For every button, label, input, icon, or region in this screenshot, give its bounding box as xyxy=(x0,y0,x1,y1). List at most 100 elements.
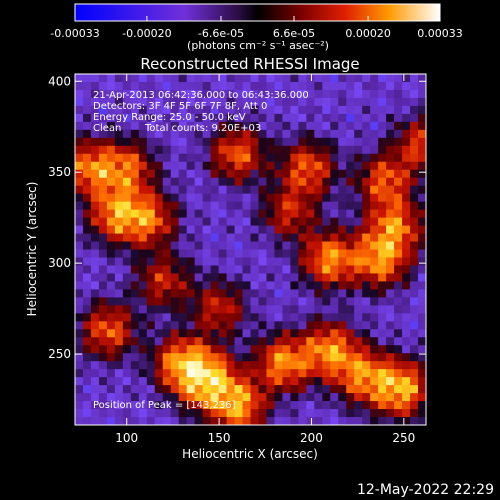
heatmap-cell xyxy=(386,257,395,266)
heatmap-cell xyxy=(346,185,355,195)
heatmap-cell xyxy=(298,345,307,354)
heatmap-cell xyxy=(146,89,156,99)
heatmap-cell xyxy=(362,97,371,107)
heatmap-cell xyxy=(298,81,307,91)
heatmap-cell xyxy=(394,401,403,410)
heatmap-cell xyxy=(402,225,411,234)
heatmap-cell xyxy=(266,273,275,282)
heatmap-cell xyxy=(130,97,140,107)
heatmap-cell xyxy=(122,409,132,418)
heatmap-cell xyxy=(242,313,251,322)
heatmap-cell xyxy=(322,225,331,234)
heatmap-cell xyxy=(114,89,124,99)
heatmap-cell xyxy=(178,289,188,298)
heatmap-cell xyxy=(186,289,196,298)
heatmap-cell xyxy=(146,377,156,386)
heatmap-cell xyxy=(162,201,172,211)
heatmap-cell xyxy=(282,377,291,386)
heatmap-cell xyxy=(402,289,411,298)
heatmap-cell xyxy=(290,393,299,402)
heatmap-cell xyxy=(402,89,411,99)
heatmap-cell xyxy=(234,385,243,394)
colorbar-tick-label: -6.6e-05 xyxy=(198,27,244,40)
heatmap-cell xyxy=(378,257,387,266)
heatmap-cell xyxy=(266,113,275,123)
heatmap-cell xyxy=(338,185,347,195)
heatmap-cell xyxy=(106,81,116,91)
heatmap-cell xyxy=(138,153,148,163)
heatmap-cell xyxy=(250,161,259,171)
heatmap-cell xyxy=(226,209,235,218)
heatmap-cell xyxy=(250,401,259,410)
heatmap-cell xyxy=(266,74,275,83)
heatmap-cell xyxy=(106,369,116,378)
heatmap-cell xyxy=(250,169,259,179)
heatmap-cell xyxy=(394,369,403,378)
heatmap-cell xyxy=(75,74,84,83)
heatmap-cell xyxy=(338,113,347,123)
heatmap-cell xyxy=(258,129,267,139)
heatmap-cell xyxy=(250,201,259,211)
heatmap-cell xyxy=(210,385,219,394)
heatmap-cell xyxy=(98,113,108,123)
heatmap-cell xyxy=(154,209,164,218)
heatmap-cell xyxy=(234,289,243,298)
heatmap-cell xyxy=(290,265,299,274)
heatmap-cell xyxy=(314,377,323,386)
heatmap-cell xyxy=(394,289,403,298)
heatmap-cell xyxy=(354,225,363,234)
heatmap-cell xyxy=(114,385,124,394)
heatmap-cell xyxy=(410,337,419,346)
heatmap-cell xyxy=(298,105,307,115)
heatmap-cell xyxy=(106,337,116,346)
heatmap-cell xyxy=(194,409,204,418)
heatmap-cell xyxy=(306,137,315,147)
heatmap-cell xyxy=(178,313,188,322)
heatmap-cell xyxy=(378,281,387,290)
heatmap-cell xyxy=(82,337,92,346)
heatmap-cell xyxy=(90,177,100,187)
heatmap-cell xyxy=(234,321,243,330)
heatmap-cell xyxy=(330,313,339,322)
heatmap-cell xyxy=(346,137,355,147)
heatmap-cell xyxy=(402,241,411,250)
heatmap-cell xyxy=(330,233,339,242)
heatmap-cell xyxy=(322,193,331,203)
heatmap-cell xyxy=(290,185,299,195)
heatmap-cell xyxy=(298,121,307,131)
heatmap-cell xyxy=(130,193,140,203)
heatmap-cell xyxy=(266,385,275,394)
heatmap-cell xyxy=(138,89,148,99)
heatmap-cell xyxy=(370,105,379,115)
heatmap-cell xyxy=(290,225,299,234)
heatmap-cell xyxy=(418,369,427,378)
heatmap-cell xyxy=(330,145,339,155)
heatmap-cell xyxy=(75,265,84,274)
heatmap-cell xyxy=(394,305,403,314)
heatmap-cell xyxy=(362,74,371,83)
heatmap-cell xyxy=(410,145,419,155)
heatmap-cell xyxy=(386,105,395,115)
heatmap-cell xyxy=(402,105,411,115)
heatmap-cell xyxy=(90,241,100,250)
heatmap-cell xyxy=(98,297,108,306)
heatmap-cell xyxy=(362,289,371,298)
heatmap-cell xyxy=(234,377,243,386)
heatmap-cell xyxy=(130,137,140,147)
heatmap-cell xyxy=(250,113,259,123)
heatmap-cell xyxy=(410,297,419,306)
heatmap-cell xyxy=(362,393,371,402)
heatmap-cell xyxy=(258,369,267,378)
heatmap-cell xyxy=(90,393,100,402)
heatmap-cell xyxy=(298,289,307,298)
heatmap-cell xyxy=(282,153,291,163)
heatmap-cell xyxy=(194,177,204,187)
heatmap-cell xyxy=(130,74,140,83)
heatmap-cell xyxy=(330,369,339,378)
heatmap-cell xyxy=(282,161,291,171)
heatmap-cell xyxy=(82,321,92,330)
heatmap-cell xyxy=(234,249,243,258)
heatmap-cell xyxy=(362,201,371,211)
heatmap-cell xyxy=(322,401,331,410)
heatmap-cell xyxy=(338,361,347,370)
